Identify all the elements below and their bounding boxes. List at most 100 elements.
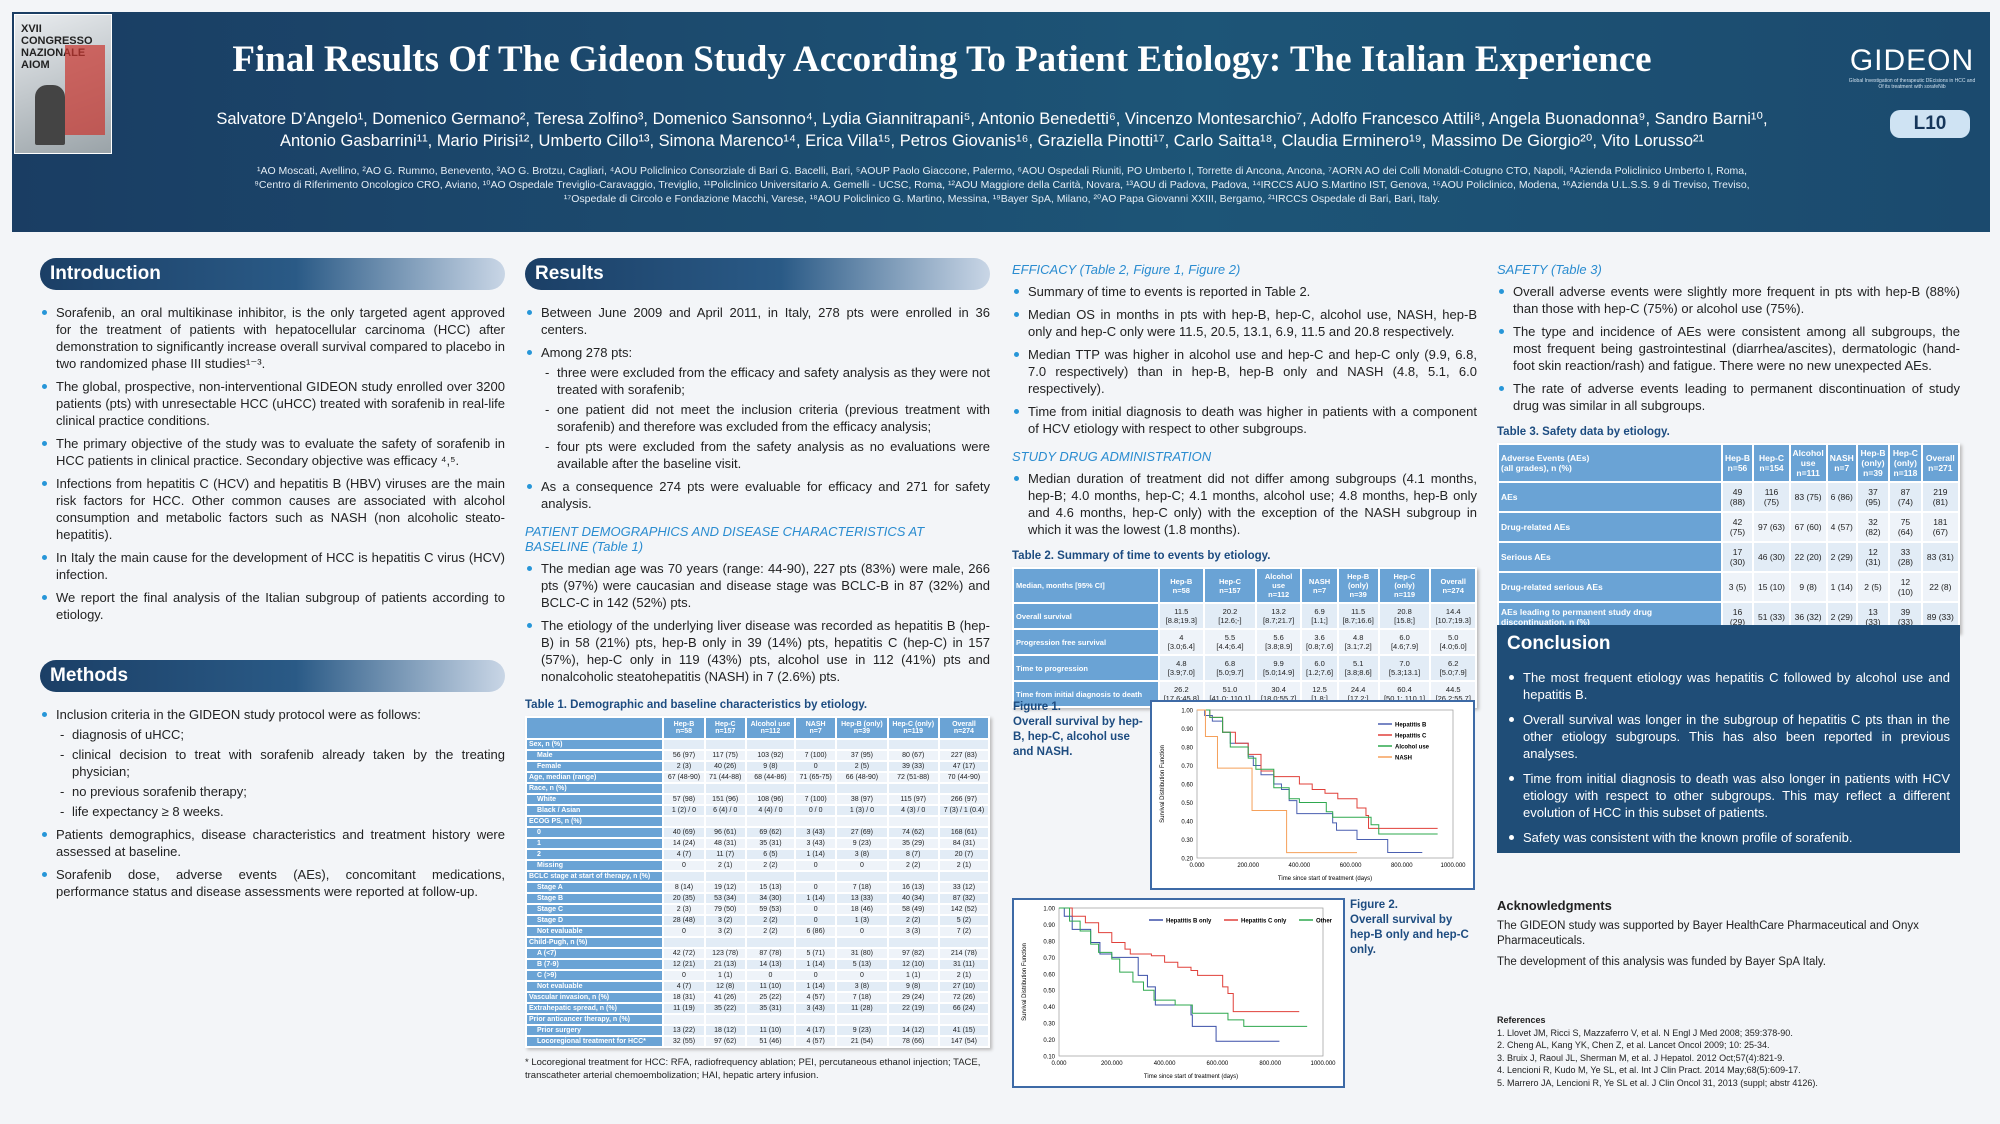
table-row: Missing 0 2 (1) 2 (2) 0 0 2 (2) 2 (1)	[527, 861, 988, 870]
table-cell: 4 (3) / 0	[888, 806, 938, 815]
table-cell: 27 (10)	[939, 982, 988, 991]
table-cell: 13 (33)	[837, 894, 887, 903]
bullet: The most frequent etiology was hepatitis…	[1507, 669, 1950, 703]
table-cell: 1 (1)	[705, 971, 745, 980]
authors-line: Salvatore D’Angelo¹, Domenico Germano², …	[216, 110, 1768, 128]
table-cell	[888, 1015, 938, 1024]
table-cell: 28 (48)	[664, 916, 704, 925]
table-cell: 4 (7)	[664, 850, 704, 859]
table-cell: 87 (78)	[746, 949, 795, 958]
column-header: Hep-C (only) n=119	[1379, 569, 1430, 602]
row-label: Locoregional treatment for HCC*	[527, 1037, 663, 1046]
row-label: Race, n (%)	[527, 784, 663, 793]
table-cell: 13 (22)	[664, 1026, 704, 1035]
table-cell: 18 (12)	[705, 1026, 745, 1035]
table-cell: 9 (23)	[837, 1026, 887, 1035]
km-curve-other	[1059, 907, 1308, 1027]
table-cell: 19 (12)	[705, 883, 745, 892]
y-tick-label: 1.00	[1181, 709, 1193, 715]
table-cell: 0	[796, 916, 836, 925]
table-row: Progression free survival 4 [3.0;6.4] 5.5 …	[1014, 630, 1475, 654]
table1-caption: Table 1. Demographic and baseline charac…	[525, 699, 868, 711]
legend-label: Hepatitis C	[1395, 734, 1427, 740]
table-cell: 22 (20)	[1790, 543, 1826, 571]
table-cell: 3 (43)	[796, 1004, 836, 1013]
table-cell: 40 (26)	[705, 762, 745, 771]
row-label: Black / Asian	[527, 806, 663, 815]
section-heading-methods: Methods	[40, 660, 505, 692]
table-cell	[837, 1015, 887, 1024]
table-cell: 41 (26)	[705, 993, 745, 1002]
table-cell: 1 (14)	[796, 850, 836, 859]
row-label: A (<7)	[527, 949, 663, 958]
y-tick-label: 0.20	[1181, 857, 1193, 863]
table-row: Prior anticancer therapy, n (%)	[527, 1015, 988, 1024]
authors: Salvatore D’Angelo¹, Domenico Germano², …	[212, 108, 1772, 152]
table-cell: 46 (30)	[1754, 543, 1789, 571]
table-cell: 33 (28)	[1890, 543, 1921, 571]
table-cell: 0	[664, 861, 704, 870]
table-cell: 117 (75)	[705, 751, 745, 760]
table-cell: 32 (55)	[664, 1037, 704, 1046]
table-cell: 75 (64)	[1890, 513, 1921, 541]
table-cell: 29 (24)	[888, 993, 938, 1002]
table-cell	[796, 1015, 836, 1024]
table-cell	[664, 938, 704, 947]
reference-item: 5. Marrero JA, Lencioni R, Ye SL et al. …	[1497, 1077, 1818, 1088]
row-label: ECOG PS, n (%)	[527, 817, 663, 826]
poster-title: Final Results Of The Gideon Study Accord…	[232, 39, 1652, 80]
table-cell: 1 (14)	[796, 894, 836, 903]
table-row: Stage B 20 (35) 53 (34) 34 (30) 1 (14) 13 (33…	[527, 894, 988, 903]
x-tick-label: 600.000	[1340, 863, 1362, 869]
table-cell: 2 (3)	[664, 905, 704, 914]
table-cell: 8 (14)	[664, 883, 704, 892]
table-cell: 56 (97)	[664, 751, 704, 760]
table-cell: 3 (3)	[888, 927, 938, 936]
table-cell: 71 (65-75)	[796, 773, 836, 782]
table-cell: 7 (100)	[796, 751, 836, 760]
table-row: Sex, n (%)	[527, 740, 988, 749]
table-cell	[888, 872, 938, 881]
table-cell: 40 (69)	[664, 828, 704, 837]
table-cell: 35 (29)	[888, 839, 938, 848]
bullet: Time from initial diagnosis to death was…	[1507, 770, 1950, 821]
table-cell: 49 (88)	[1722, 483, 1753, 511]
section-heading-introduction: Introduction	[40, 258, 505, 290]
sub-list: diagnosis of uHCC; clinical decision to t…	[56, 726, 505, 820]
table-cell: 9.9 [5.0;14.9]	[1256, 656, 1301, 680]
table-header-row: Median, months [95% CI] Hep-B n=58 Hep-C n…	[1014, 569, 1475, 602]
table-row: Prior surgery 13 (22) 18 (12) 11 (10) 4 (17)…	[527, 1026, 988, 1035]
table-cell	[939, 1015, 988, 1024]
table-cell: 8 (7)	[888, 850, 938, 859]
table-row: 1 14 (24) 48 (31) 35 (31) 3 (43) 9 (23) 35 (29…	[527, 839, 988, 848]
table-cell: 2 (3)	[664, 762, 704, 771]
table-cell: 3.6 [0.8;7.6]	[1302, 630, 1337, 654]
table-cell	[939, 938, 988, 947]
table-cell: 116 (75)	[1754, 483, 1789, 511]
bullet: Overall survival was longer in the subgr…	[1507, 711, 1950, 762]
table-cell: 2 (29)	[1827, 543, 1856, 571]
row-label: Sex, n (%)	[527, 740, 663, 749]
table-cell	[705, 872, 745, 881]
table-cell: 0	[837, 971, 887, 980]
legend-label: NASH	[1395, 756, 1412, 762]
table-cell: 14 (24)	[664, 839, 704, 848]
table-cell: 6.0 [1.2;7.6]	[1302, 656, 1337, 680]
reference-item: 3. Bruix J, Raoul JL, Sherman M, et al. …	[1497, 1052, 1785, 1063]
table-cell: 11 (10)	[746, 982, 795, 991]
table-cell: 35 (31)	[746, 1004, 795, 1013]
table-row: ECOG PS, n (%)	[527, 817, 988, 826]
table-cell: 227 (83)	[939, 751, 988, 760]
table-cell: 0	[664, 927, 704, 936]
figure2-chart: 0.10 0.20 0.30 0.40 0.50 0.60 0.70 0.80 0.90 1.00…	[1012, 898, 1345, 1088]
table-cell	[888, 740, 938, 749]
table-cell: 4 (4) / 0	[746, 806, 795, 815]
table-cell: 219 (81)	[1922, 483, 1958, 511]
y-tick-label: 0.60	[1181, 783, 1193, 789]
column-safety: SAFETY (Table 3) Overall adverse events …	[1497, 262, 1960, 633]
acknowledgments: Acknowledgments The GIDEON study was sup…	[1497, 898, 1960, 976]
table-cell: 11 (28)	[837, 1004, 887, 1013]
bullet: As a consequence 274 pts were evaluable …	[525, 478, 990, 512]
table-cell	[746, 817, 795, 826]
y-tick-label: 0.40	[1181, 820, 1193, 826]
